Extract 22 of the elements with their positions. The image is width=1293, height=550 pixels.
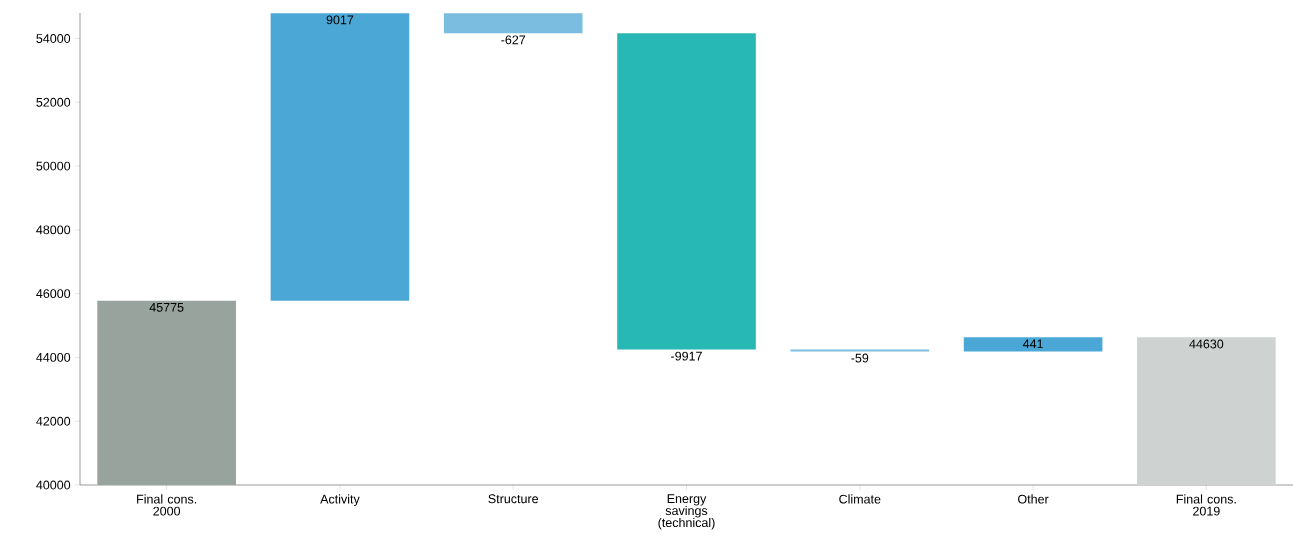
data-label: 45775 xyxy=(149,303,184,312)
x-tick-label: Other xyxy=(1018,494,1049,504)
y-tick-label: 42000 xyxy=(36,416,71,426)
y-tick-label: 50000 xyxy=(36,161,71,171)
x-tick-label: Climate xyxy=(839,494,881,504)
y-tick-label: 40000 xyxy=(36,480,71,490)
data-label: -627 xyxy=(501,35,526,45)
x-tick-label: Final cons. 2000 xyxy=(137,494,197,516)
y-tick-label: 44000 xyxy=(36,352,71,362)
data-label: -59 xyxy=(851,353,869,363)
data-label: 9017 xyxy=(326,15,354,25)
y-tick-label: 48000 xyxy=(36,225,71,235)
x-tick-label: Final cons. 2019 xyxy=(1176,494,1236,516)
x-tick-label: Energy savings (technical) xyxy=(658,494,715,530)
y-tick-label: 46000 xyxy=(36,289,71,299)
x-tick-label: Activity xyxy=(320,494,360,506)
data-label: 44630 xyxy=(1189,339,1224,349)
data-label: -9917 xyxy=(671,351,702,361)
y-tick-label: 52000 xyxy=(36,97,71,107)
data-label: 441 xyxy=(1022,339,1043,349)
y-tick-label: 54000 xyxy=(36,34,71,43)
x-tick-label: Structure xyxy=(488,494,539,504)
